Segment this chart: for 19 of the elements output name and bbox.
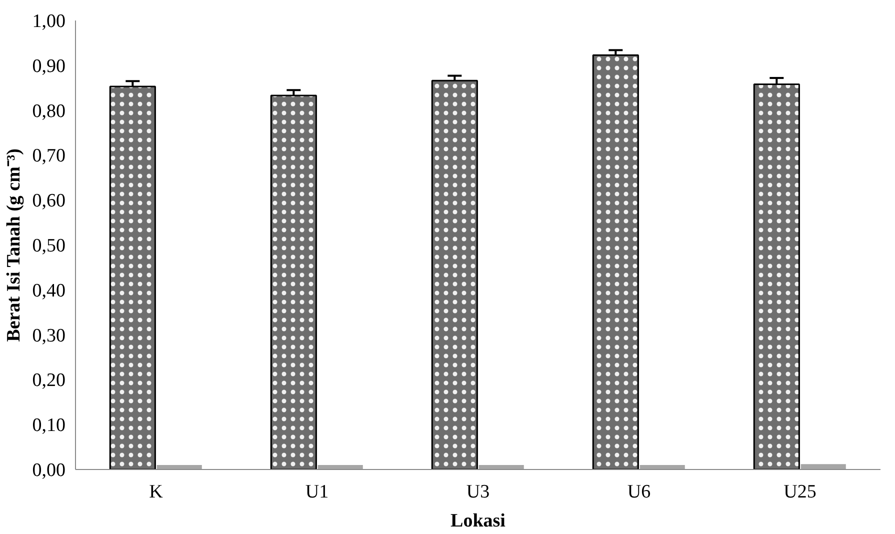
y-tick-label: 0,70 xyxy=(32,146,66,167)
x-tick-label: U3 xyxy=(466,482,490,502)
x-tick-label: K xyxy=(149,482,164,502)
y-tick-label: 0,40 xyxy=(32,280,66,302)
y-tick-label: 0,60 xyxy=(32,190,66,212)
y-tick-label: 0,00 xyxy=(32,460,66,481)
y-axis-title: Berat Isi Tanah (g cm⁻³) xyxy=(3,148,24,342)
x-tick-label: U1 xyxy=(305,482,329,502)
y-tick-label: 1,00 xyxy=(32,11,66,32)
y-tick-label: 0,80 xyxy=(32,100,66,122)
y-tick-label: 0,50 xyxy=(32,236,66,256)
x-tick-label: U25 xyxy=(784,482,816,502)
x-axis-title: Lokasi xyxy=(450,510,506,532)
y-tick-label: 0,20 xyxy=(32,370,66,392)
y-tick-label: 0,30 xyxy=(32,325,66,346)
y-tick-label: 0,90 xyxy=(32,56,66,77)
x-tick-label: U6 xyxy=(627,482,651,502)
bar xyxy=(800,464,846,470)
y-tick-label: 0,10 xyxy=(32,415,66,436)
